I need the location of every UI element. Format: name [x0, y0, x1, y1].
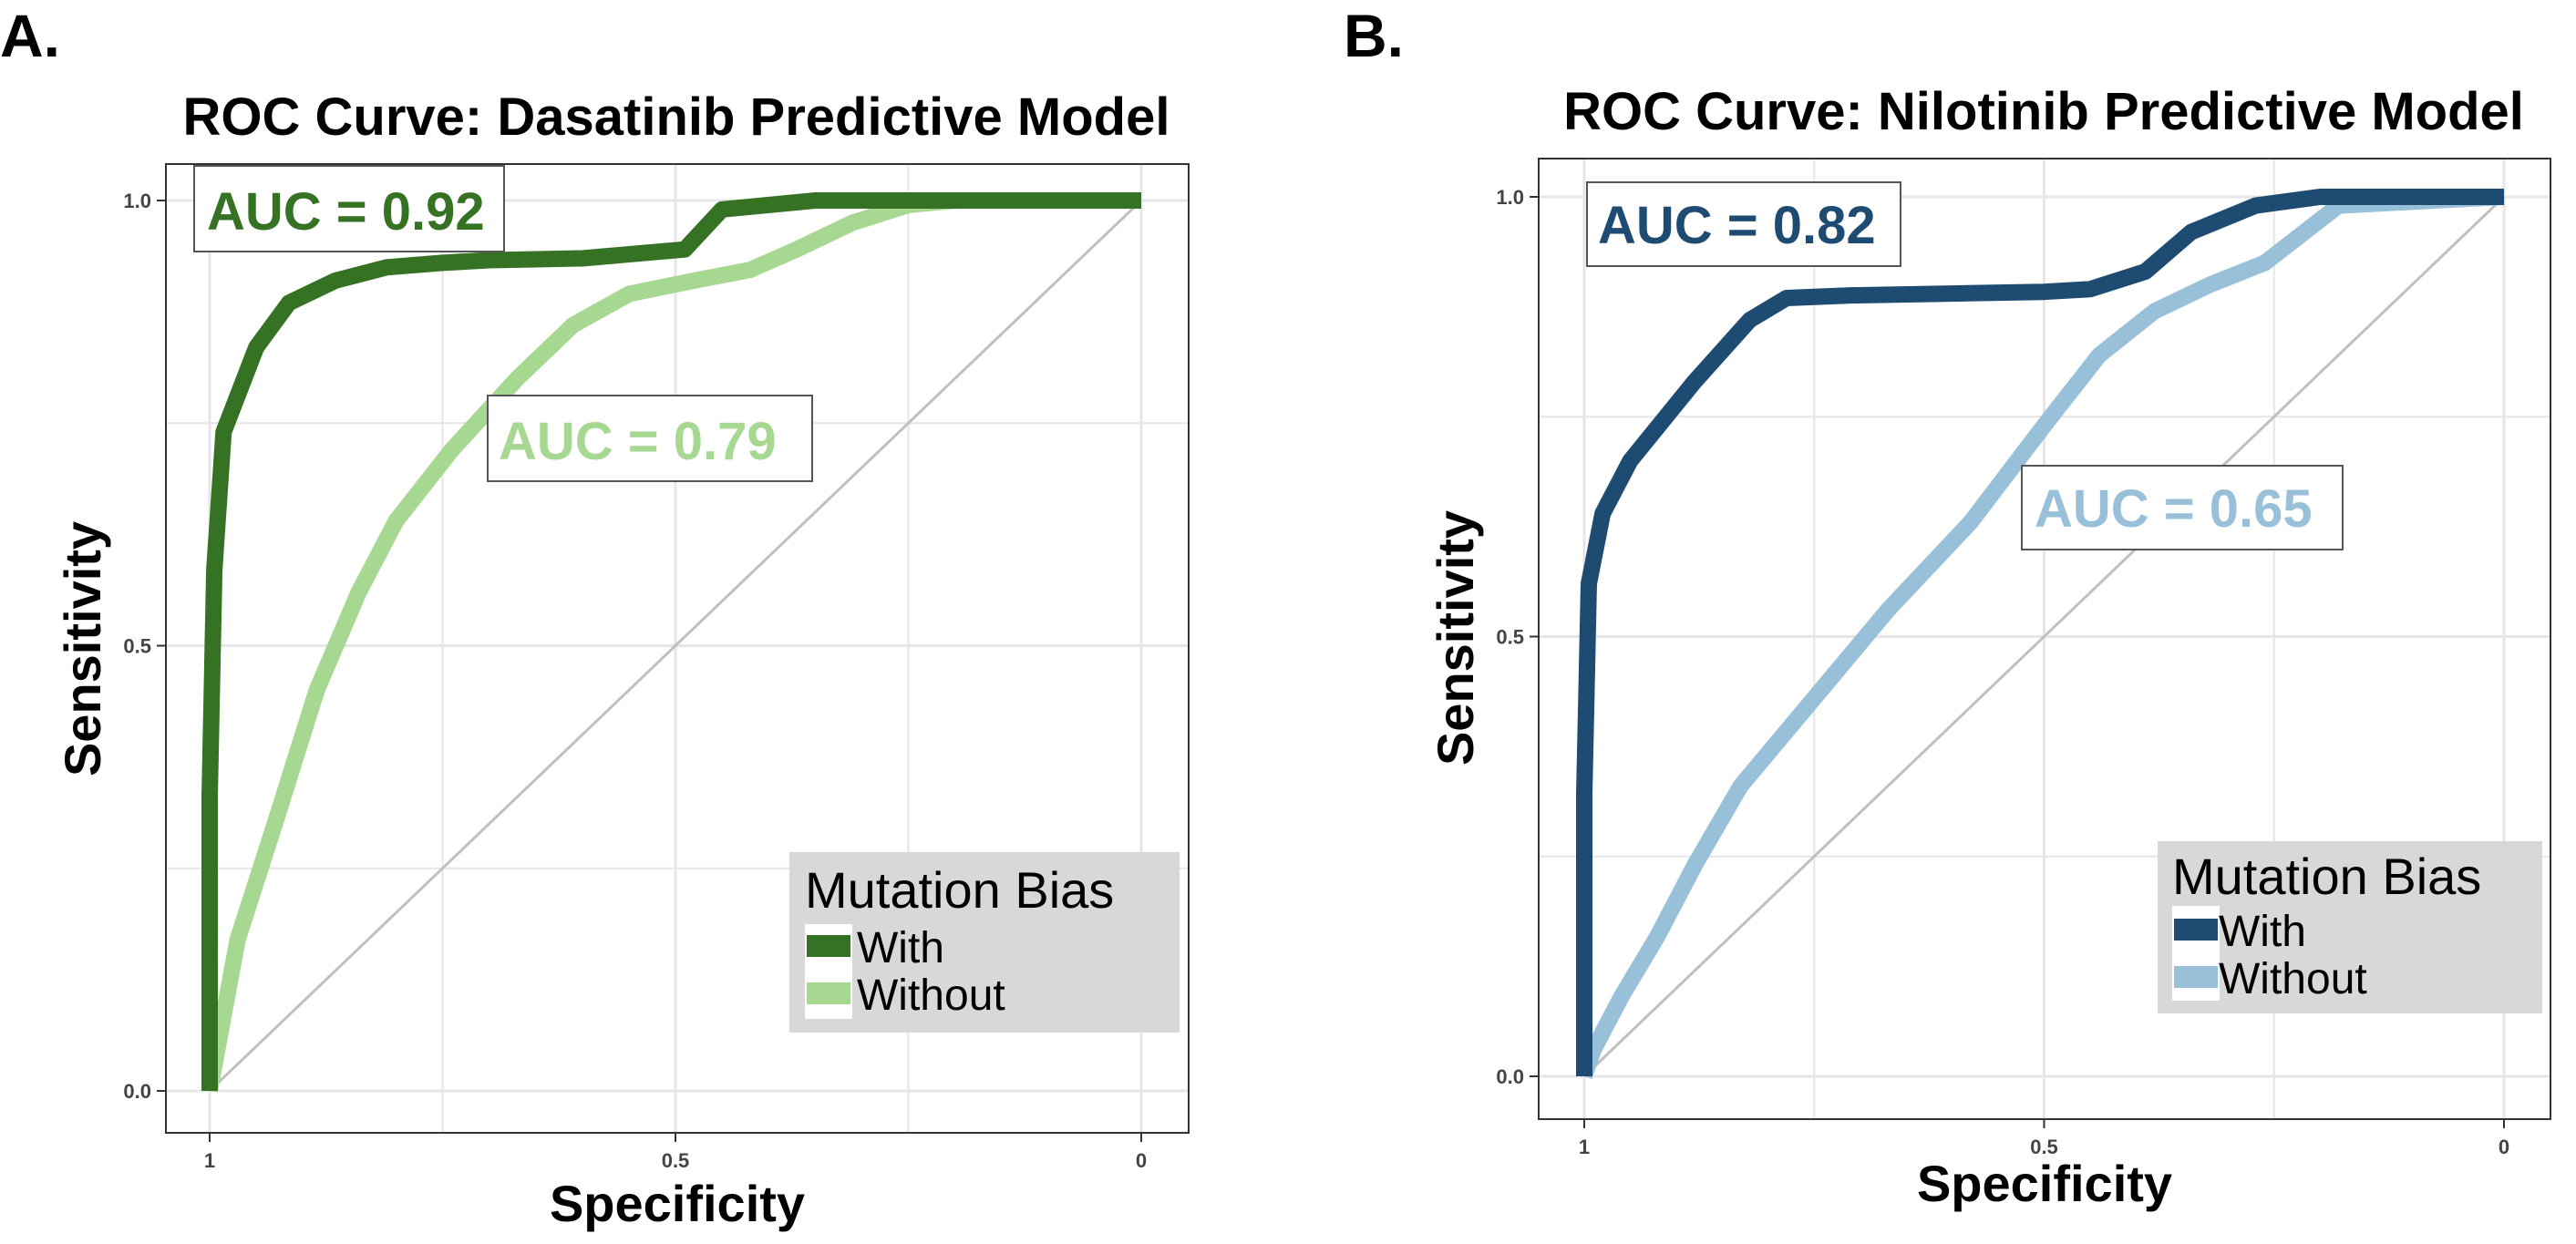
x-tick-label: 0.5 — [662, 1149, 690, 1172]
auc-label-without-b: AUC = 0.65 — [2035, 479, 2313, 539]
y-tick-label: 1.0 — [123, 190, 151, 212]
y-tick-label: 0.0 — [1496, 1065, 1524, 1088]
legend-swatch-with-a — [807, 935, 850, 957]
auc-label-with-a: AUC = 0.92 — [207, 182, 485, 242]
legend-b: Mutation Bias With Without — [2158, 841, 2542, 1013]
legend-swatch-without-a — [807, 982, 850, 1004]
y-tick-label: 0.0 — [123, 1080, 151, 1103]
panel-label-a: A. — [0, 2, 60, 69]
y-tick-label: 0.5 — [1496, 626, 1524, 649]
panel-label-b: B. — [1344, 2, 1404, 69]
legend-swatch-with-b — [2174, 919, 2218, 941]
legend-background-b — [2158, 841, 2542, 1013]
legend-title-a: Mutation Bias — [805, 861, 1114, 919]
legend-a: Mutation Bias With Without — [789, 852, 1180, 1033]
x-tick-label: 0 — [2499, 1136, 2509, 1158]
legend-entry-without-a: Without — [857, 972, 1005, 1020]
axes-a: 1 0.5 0 0.0 0.5 1.0 — [123, 190, 1147, 1172]
legend-entry-without-b: Without — [2219, 955, 2367, 1003]
auc-label-with-b: AUC = 0.82 — [1598, 196, 1876, 255]
legend-title-b: Mutation Bias — [2172, 848, 2481, 905]
x-tick-label: 0 — [1136, 1149, 1147, 1172]
legend-swatch-without-b — [2174, 966, 2218, 988]
plot-border-a — [165, 163, 1190, 1134]
y-tick-label: 1.0 — [1496, 186, 1524, 209]
panel-b: B. ROC Curve: Nilotinib Predictive Model… — [1344, 2, 2551, 1212]
auc-label-without-a: AUC = 0.79 — [499, 412, 777, 471]
x-axis-title-a: Specificity — [550, 1175, 805, 1232]
legend-entry-with-b: With — [2219, 908, 2306, 956]
y-tick-label: 0.5 — [123, 635, 151, 658]
diagonal-reference-a — [208, 199, 1143, 1093]
legend-entry-with-a: With — [857, 924, 944, 972]
y-axis-title-b: Sensitivity — [1427, 510, 1484, 766]
y-axis-title-a: Sensitivity — [54, 521, 111, 776]
roc-curves-b — [1576, 189, 2505, 1079]
roc-curve-without-a — [201, 192, 1141, 1093]
x-axis-title-b: Specificity — [1917, 1155, 2172, 1212]
x-tick-label: 1 — [1579, 1136, 1590, 1158]
chart-title-a: ROC Curve: Dasatinib Predictive Model — [183, 87, 1170, 147]
axes-b: 1 0.5 0 0.0 0.5 1.0 — [1496, 186, 2509, 1158]
roc-curves-a — [201, 192, 1141, 1093]
x-tick-label: 1 — [204, 1149, 215, 1172]
auc-box-without-b — [2021, 465, 2344, 550]
auc-box-with-a — [193, 165, 505, 252]
diagonal-reference-b — [1582, 195, 2506, 1078]
chart-title-b: ROC Curve: Nilotinib Predictive Model — [1563, 82, 2524, 141]
panel-a: A. ROC Curve: Dasatinib Predictive Model… — [0, 2, 1190, 1232]
auc-box-with-b — [1586, 181, 1901, 267]
roc-curve-without-b — [1576, 189, 2505, 1079]
legend-background-a — [789, 852, 1180, 1033]
auc-box-without-a — [487, 395, 813, 482]
roc-curve-with-b — [1576, 189, 2504, 1076]
x-tick-label: 0.5 — [2030, 1136, 2058, 1158]
roc-curve-with-a — [201, 192, 1141, 1091]
